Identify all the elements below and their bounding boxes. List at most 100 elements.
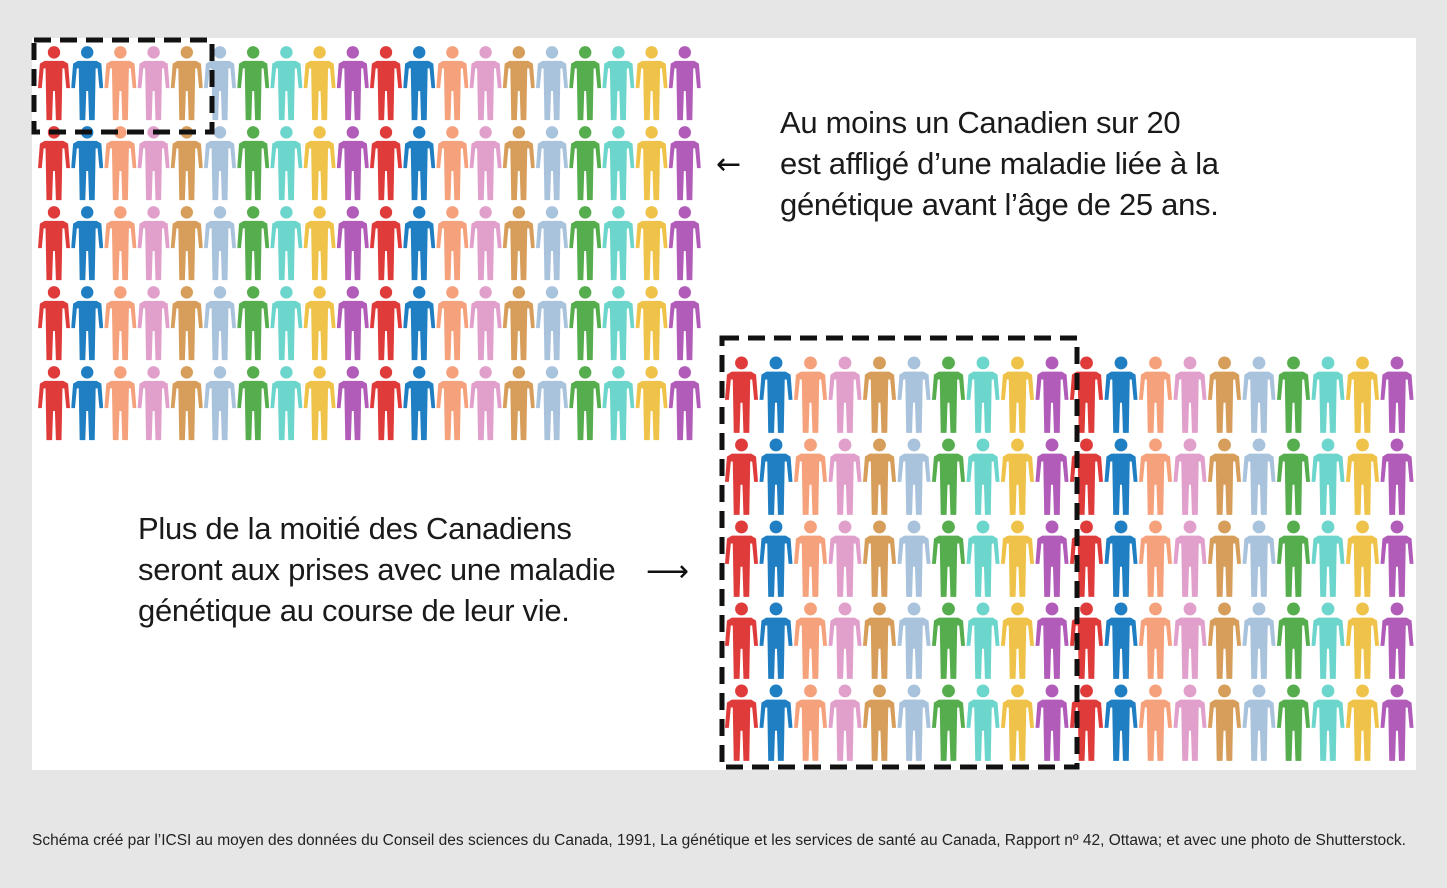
person-icon [502, 366, 535, 441]
person-icon [204, 286, 236, 361]
person-icon [237, 46, 270, 121]
person-icon-highlighted [828, 356, 862, 433]
person-icon [602, 286, 635, 361]
person-icon [1208, 602, 1241, 679]
person-icon-highlighted [794, 438, 827, 515]
person-icon [569, 366, 602, 441]
person-icon [1208, 356, 1241, 433]
person-icon [336, 286, 369, 361]
person-icon-highlighted [1001, 602, 1034, 679]
person-icon-highlighted [794, 356, 827, 433]
person-icon [1139, 684, 1172, 761]
person-icon [1173, 356, 1207, 433]
person-icon [1346, 602, 1379, 679]
person-icon [536, 206, 568, 281]
person-icon-highlighted [897, 356, 931, 433]
person-icon [1277, 684, 1310, 761]
person-icon [1208, 520, 1241, 597]
person-icon-highlighted [725, 684, 758, 761]
person-icon [1173, 520, 1207, 597]
person-icon [1208, 438, 1241, 515]
person-icon-highlighted [966, 520, 1000, 597]
person-icon [204, 46, 236, 121]
person-icon [1346, 356, 1379, 433]
person-icon [1277, 438, 1310, 515]
person-icon-highlighted [759, 602, 793, 679]
person-icon [1173, 602, 1207, 679]
person-icon-highlighted [1001, 684, 1034, 761]
person-icon [303, 46, 336, 121]
person-icon-highlighted [1035, 438, 1069, 515]
person-icon-highlighted [71, 286, 104, 361]
person-icon-highlighted [759, 438, 793, 515]
callout-top-line: génétique avant l’âge de 25 ans. [780, 187, 1219, 222]
person-icon [502, 126, 535, 201]
person-icon [1173, 684, 1207, 761]
person-icon-highlighted [1001, 520, 1034, 597]
callout-bottom-line: Plus de la moitié des Canadiens [138, 511, 572, 546]
person-icon-highlighted [828, 520, 862, 597]
person-icon [270, 126, 303, 201]
person-icon-highlighted [1001, 438, 1034, 515]
person-icon-highlighted [1035, 520, 1069, 597]
person-icon-highlighted [38, 286, 70, 361]
person-icon [668, 286, 701, 361]
person-icon [469, 366, 502, 441]
person-icon-highlighted [966, 438, 1000, 515]
callout-top: Au moins un Canadien sur 20 est affligé … [780, 102, 1219, 225]
person-icon-highlighted [897, 438, 931, 515]
person-icon [1380, 356, 1414, 433]
person-icon [602, 366, 635, 441]
person-icon [502, 46, 535, 121]
person-icon-highlighted [170, 46, 203, 121]
person-icon-highlighted [38, 366, 70, 441]
person-icon [303, 286, 336, 361]
person-icon [336, 126, 369, 201]
person-icon-highlighted [966, 356, 1000, 433]
person-icon-highlighted [170, 206, 203, 281]
person-icon [1311, 356, 1345, 433]
callout-top-line: Au moins un Canadien sur 20 [780, 105, 1181, 140]
person-icon [1380, 520, 1414, 597]
person-icon [1311, 602, 1345, 679]
person-icon [469, 206, 502, 281]
person-icon [403, 286, 436, 361]
person-icon [237, 126, 270, 201]
person-icon [204, 126, 236, 201]
person-icon [1070, 356, 1103, 433]
highlight-box-top [31, 37, 215, 135]
person-icon [1104, 602, 1138, 679]
callout-bottom-line: génétique au course de leur vie. [138, 593, 570, 628]
person-icon-highlighted [38, 206, 70, 281]
person-icon [436, 206, 469, 281]
person-icon-highlighted [725, 602, 758, 679]
person-icon [270, 366, 303, 441]
person-icon [1380, 438, 1414, 515]
person-icon [1346, 438, 1379, 515]
person-icon [336, 206, 369, 281]
person-icon [1242, 520, 1276, 597]
person-icon-highlighted [104, 206, 137, 281]
person-icon-highlighted [966, 684, 1000, 761]
person-icon [1277, 356, 1310, 433]
arrow-left-icon: ← [716, 147, 742, 182]
person-icon-highlighted [71, 206, 104, 281]
person-icon [1346, 520, 1379, 597]
person-icon [370, 126, 402, 201]
person-icon-highlighted [137, 206, 170, 281]
person-icon-highlighted [104, 286, 137, 361]
person-icon [1242, 356, 1276, 433]
arrow-right-icon: ⟶ [646, 554, 690, 589]
person-icon-highlighted [863, 356, 896, 433]
person-icon [1104, 356, 1138, 433]
person-icon-highlighted [725, 356, 758, 433]
person-icon [1311, 438, 1345, 515]
person-icon [204, 206, 236, 281]
person-icon-highlighted [137, 366, 170, 441]
person-icon [270, 286, 303, 361]
person-icon-highlighted [759, 356, 793, 433]
person-icon-highlighted [897, 684, 931, 761]
person-icon-highlighted [759, 520, 793, 597]
person-icon [635, 286, 668, 361]
